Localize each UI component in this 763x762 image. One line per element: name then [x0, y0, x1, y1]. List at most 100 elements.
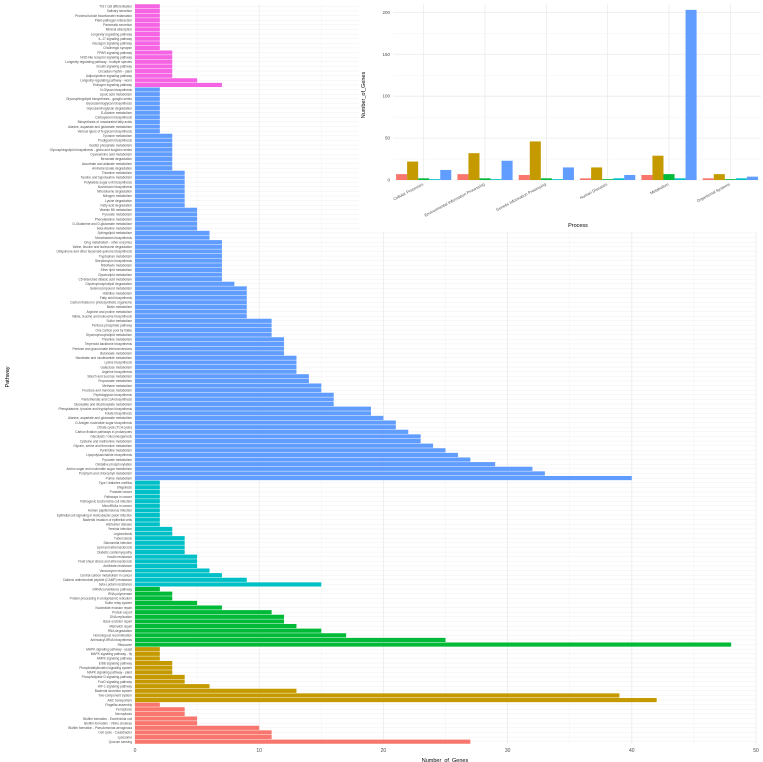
- y-tick-label: Propanoate metabolism: [98, 379, 132, 383]
- bar: [746, 176, 758, 180]
- bar: [135, 517, 160, 522]
- y-tick-label: Starch and sucrose metabolism: [87, 375, 132, 379]
- bar: [135, 318, 272, 323]
- y-tick-label: Pyruvate metabolism: [102, 213, 132, 217]
- bar: [479, 178, 491, 180]
- bar: [135, 133, 173, 138]
- y-tick-label: Prostate cancer: [110, 490, 133, 494]
- y-tick-label: Lipopolysaccharide biosynthesis: [86, 453, 132, 457]
- bar: [135, 290, 247, 296]
- y-tick-label: Pantothenate and CoA biosynthesis: [81, 398, 132, 402]
- y-tick-label: Cyanoamino acid metabolism: [90, 153, 132, 157]
- bar: [135, 124, 160, 129]
- bar: [135, 679, 185, 684]
- y-tick-label: Pancreatic secretion: [103, 23, 132, 27]
- y-tick-label: Tyrosine metabolism: [103, 134, 133, 138]
- y-tick-label: Th17 cell differentiation: [99, 5, 132, 9]
- y-tick-label: ErbB signaling pathway: [99, 661, 133, 665]
- bar: [135, 267, 222, 273]
- main-y-axis-title: Pathway: [5, 366, 11, 387]
- bar: [135, 8, 160, 14]
- bar: [135, 323, 272, 328]
- y-tick-label: NOD-like receptor signaling pathway: [80, 55, 132, 59]
- bar: [135, 45, 160, 51]
- bar: [135, 300, 247, 305]
- y-tick-label: Purine metabolism: [106, 476, 133, 480]
- bar: [702, 178, 714, 180]
- bar: [135, 31, 160, 37]
- bar: [135, 73, 173, 78]
- y-tick-label: Proximal tubule bicarbonate reclamation: [75, 14, 132, 18]
- bar: [135, 711, 185, 717]
- bar: [135, 55, 173, 60]
- bar: [613, 178, 625, 180]
- bar: [135, 471, 545, 476]
- y-tick-label: Pentose phosphate pathway: [92, 324, 133, 328]
- y-tick-label: 0: [387, 178, 390, 183]
- bar: [135, 503, 160, 508]
- y-tick-label: Alzheimer disease: [106, 523, 132, 527]
- bar: [135, 549, 185, 555]
- bar: [135, 364, 297, 370]
- x-tick-label: 50: [753, 748, 759, 754]
- bar: [135, 494, 160, 499]
- y-tick-label: One carbon pool by folate: [95, 328, 132, 332]
- bar: [135, 647, 160, 652]
- bar: [135, 388, 322, 393]
- bar: [562, 167, 574, 180]
- y-tick-label: MicroRNAs in cancer: [102, 504, 133, 508]
- y-tick-label: Pyruvate metabolism: [102, 458, 132, 462]
- y-tick-label: Valine, leucine and isoleucine degradati…: [73, 245, 133, 249]
- y-tick-label: Glycerophospholipid degradation: [85, 282, 132, 286]
- bar: [135, 462, 496, 467]
- bar: [135, 4, 160, 9]
- y-tick-label: Methane metabolism: [102, 384, 132, 388]
- bar: [135, 734, 272, 740]
- y-tick-label: Glycerolipid metabolism: [98, 273, 132, 277]
- y-tick-label: Galactose metabolism: [100, 365, 132, 369]
- bar: [135, 105, 160, 111]
- y-tick-label: Shigellosis: [117, 486, 133, 490]
- y-tick-label: Circadian rhythm - plant: [98, 69, 132, 73]
- y-tick-label: Pyrimidine metabolism: [100, 449, 132, 453]
- bar: [135, 142, 173, 148]
- y-tick-label: Glycosaminoglycan biosynthesis: [86, 102, 132, 106]
- y-tick-label: Glycosaminoglycan degradation: [87, 106, 133, 110]
- y-tick-label: Riboflavin metabolism: [101, 264, 133, 268]
- y-tick-label: beta-Alanine metabolism: [97, 227, 132, 231]
- bar: [652, 155, 664, 180]
- bar: [135, 573, 222, 578]
- y-tick-label: Legionellosis: [114, 532, 133, 536]
- y-tick-label: Nitrotoluene degradation: [97, 190, 132, 194]
- y-tick-label: Lysine biosynthesis: [104, 361, 132, 365]
- bar: [457, 174, 469, 180]
- y-tick-label: Aminobenzoate degradation: [92, 166, 132, 170]
- y-tick-label: Streptomycin biosynthesis: [95, 259, 132, 263]
- y-tick-label: MAPK signaling pathway - plant: [87, 671, 132, 675]
- y-tick-label: Cysteine and methionine metabolism: [80, 439, 133, 443]
- y-tick-label: Diabetic cardiomyopathy: [97, 550, 132, 554]
- y-tick-label: Fatty acid degradation: [100, 203, 132, 207]
- x-tick-label: Human Diseases: [579, 181, 608, 200]
- bar: [135, 545, 185, 550]
- y-tick-label: Estrogen signaling pathway: [93, 83, 132, 87]
- y-tick-label: Prodigiosin biosynthesis: [98, 139, 133, 143]
- y-tick-label: Butanoate metabolism: [100, 351, 132, 355]
- bar: [135, 623, 297, 629]
- y-tick-label: Biofilm formation - Pseudomonas aerugino…: [68, 726, 132, 730]
- y-tick-label: Longevity regulating pathway - multiple …: [65, 60, 132, 64]
- bar: [135, 508, 160, 513]
- bar: [135, 92, 160, 97]
- bar: [135, 179, 185, 185]
- bar: [135, 665, 173, 670]
- y-tick-label: Various types of N-glycan biosynthesis: [77, 129, 132, 133]
- bar: [135, 383, 322, 388]
- bar: [135, 475, 632, 481]
- bar: [135, 702, 160, 707]
- y-tick-label: Ether lipid metabolism: [101, 268, 133, 272]
- main-x-axis-title: Number_of_Genes: [422, 758, 469, 762]
- y-tick-label: Cell cycle - Caulobacter: [98, 731, 133, 735]
- bar: [135, 36, 160, 41]
- y-tick-label: IL-17 signaling pathway: [99, 37, 133, 41]
- bar: [602, 179, 614, 180]
